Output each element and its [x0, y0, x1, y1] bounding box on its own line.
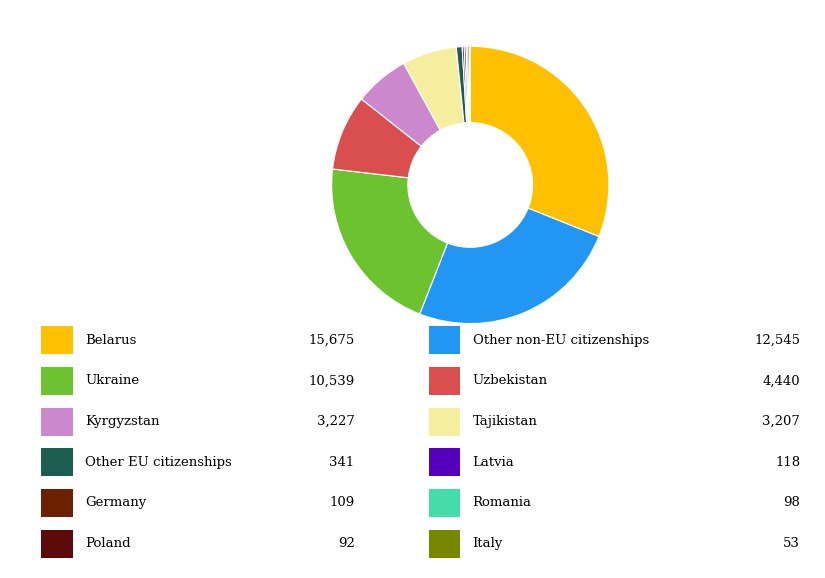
- Text: Italy: Italy: [473, 537, 503, 550]
- Wedge shape: [462, 46, 468, 123]
- FancyBboxPatch shape: [41, 326, 73, 354]
- Text: 3,227: 3,227: [317, 415, 355, 428]
- Text: Other EU citizenships: Other EU citizenships: [85, 456, 232, 469]
- FancyBboxPatch shape: [41, 489, 73, 517]
- FancyBboxPatch shape: [429, 449, 460, 476]
- Wedge shape: [332, 99, 422, 178]
- Wedge shape: [456, 47, 467, 123]
- Text: 98: 98: [784, 497, 800, 509]
- Text: 15,675: 15,675: [309, 334, 355, 347]
- Text: 4,440: 4,440: [762, 375, 800, 387]
- FancyBboxPatch shape: [429, 489, 460, 517]
- Text: Romania: Romania: [473, 497, 532, 509]
- Wedge shape: [332, 169, 447, 314]
- Text: Ukraine: Ukraine: [85, 375, 139, 387]
- Text: 92: 92: [338, 537, 355, 550]
- Text: 12,545: 12,545: [754, 334, 800, 347]
- Text: Latvia: Latvia: [473, 456, 515, 469]
- FancyBboxPatch shape: [429, 367, 460, 395]
- Wedge shape: [361, 64, 441, 146]
- Text: Uzbekistan: Uzbekistan: [473, 375, 548, 387]
- Text: 3,207: 3,207: [762, 415, 800, 428]
- Text: 109: 109: [329, 497, 355, 509]
- Wedge shape: [464, 46, 469, 123]
- FancyBboxPatch shape: [429, 326, 460, 354]
- Text: 118: 118: [776, 456, 800, 469]
- FancyBboxPatch shape: [41, 529, 73, 558]
- FancyBboxPatch shape: [41, 367, 73, 395]
- Text: 53: 53: [784, 537, 800, 550]
- FancyBboxPatch shape: [429, 407, 460, 436]
- Text: Tajikistan: Tajikistan: [473, 415, 538, 428]
- Text: 10,539: 10,539: [309, 375, 355, 387]
- Text: Poland: Poland: [85, 537, 130, 550]
- Wedge shape: [420, 208, 599, 324]
- Text: Kyrgyzstan: Kyrgyzstan: [85, 415, 159, 428]
- Wedge shape: [466, 46, 469, 123]
- FancyBboxPatch shape: [41, 449, 73, 476]
- Text: Germany: Germany: [85, 497, 146, 509]
- Text: Belarus: Belarus: [85, 334, 136, 347]
- Wedge shape: [403, 47, 464, 130]
- FancyBboxPatch shape: [41, 407, 73, 436]
- Wedge shape: [468, 46, 470, 123]
- Text: 341: 341: [329, 456, 355, 469]
- FancyBboxPatch shape: [429, 529, 460, 558]
- Wedge shape: [470, 46, 609, 236]
- Text: Other non-EU citizenships: Other non-EU citizenships: [473, 334, 649, 347]
- Wedge shape: [469, 46, 470, 123]
